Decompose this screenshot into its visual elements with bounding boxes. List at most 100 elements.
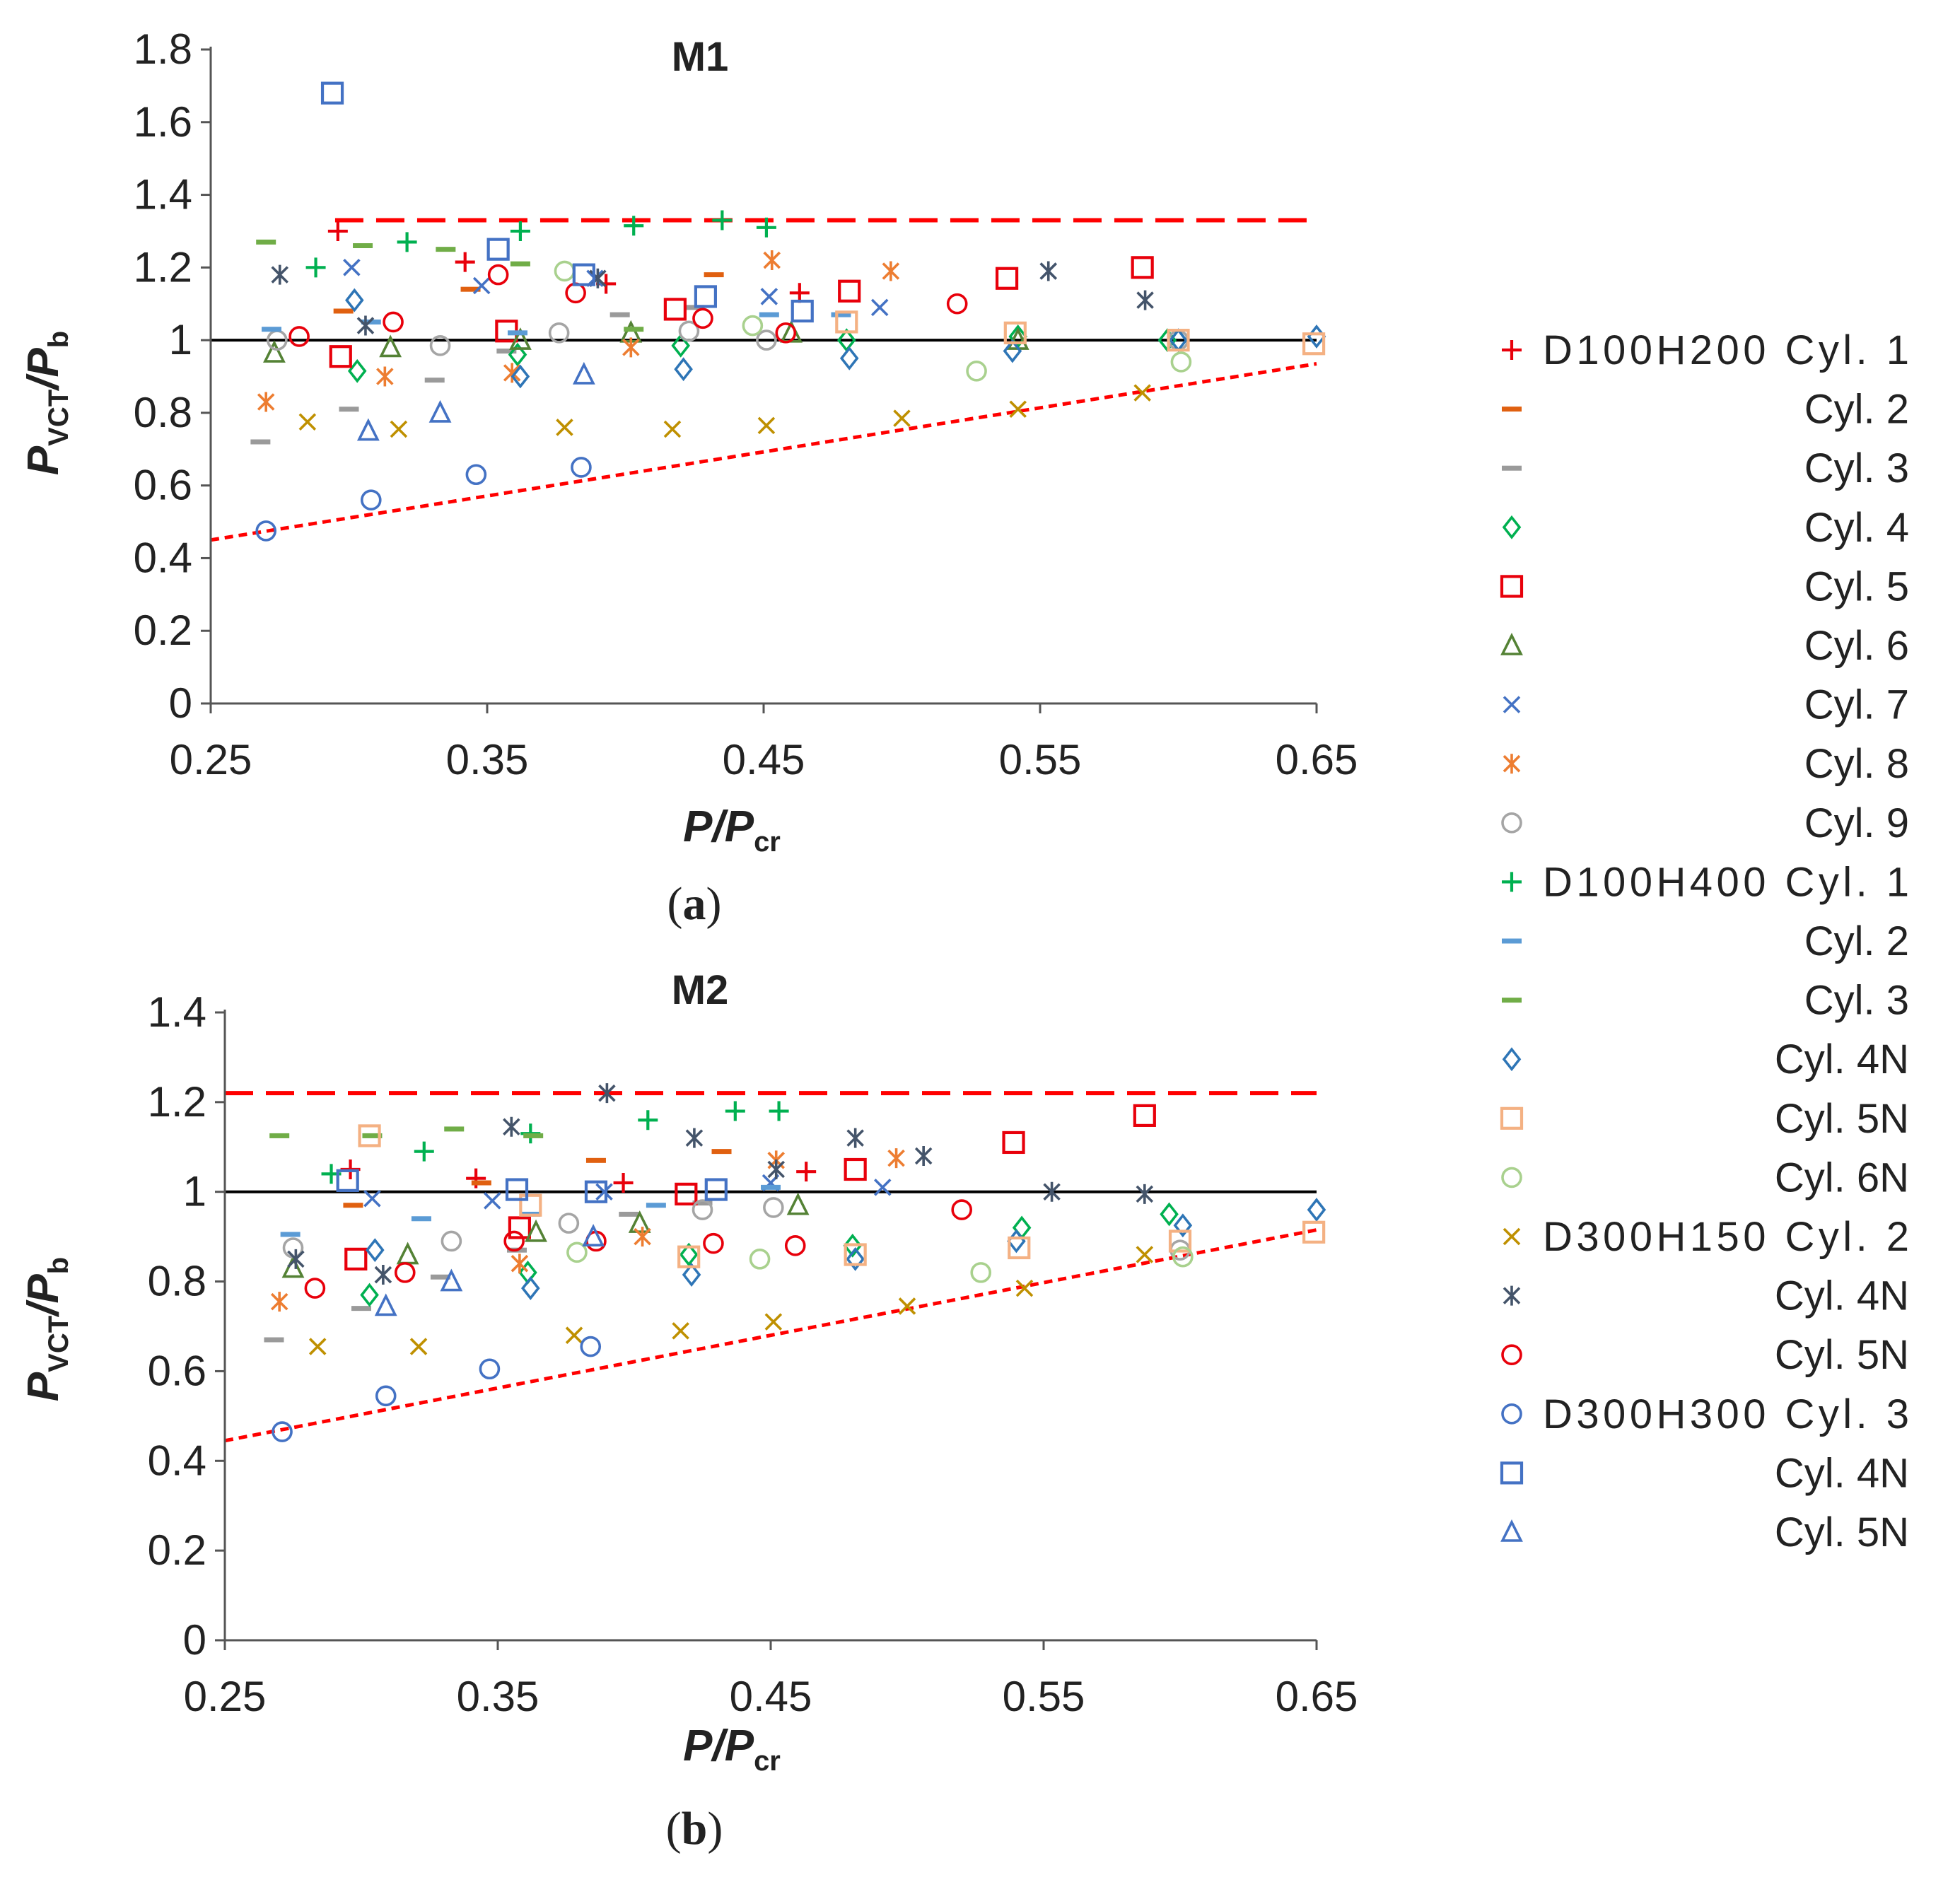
chart-m2-y-label-p: P: [19, 1372, 68, 1401]
chart-m2-series-d100h400-cyl5n-point: [1168, 1229, 1192, 1253]
chart-m1-series-d100h200-cyl6-point: [509, 327, 532, 350]
chart-m2-series-d300h150-cyl4n-point: [767, 1159, 785, 1179]
chart-m2-series-d100h200-cyl4-point-shape: [843, 1233, 863, 1258]
chart-m2-series-d300h300-cyl5n: [374, 1224, 605, 1316]
chart-m2-series-d300h300-cyl5n-point: [582, 1224, 605, 1246]
chart-m2-series-d300h300-cyl5n-point: [374, 1293, 397, 1316]
chart-m2-series-d300h300-cyl3-point-shape: [375, 1385, 397, 1407]
chart-m1-series-d300h300-cyl4n-point-shape: [320, 81, 344, 105]
chart-m1-series-d300h150-cyl2-point-shape: [556, 419, 573, 436]
legend-marker: [1503, 1227, 1521, 1246]
chart-m1-series-d100h400-cyl6n-point: [1170, 351, 1192, 373]
chart-m1-series-d100h200-cyl5-point: [838, 279, 861, 303]
chart-m2-series-d100h400-cyl3: [269, 1126, 544, 1138]
legend-marker-shape: [1502, 340, 1522, 360]
chart-m1-y-label-sub2: b: [43, 331, 74, 348]
legend-item-d300h300-cyl4n: Cyl. 4N: [1500, 1450, 1909, 1496]
chart-m2-series-d300h150-cyl4n-point-shape: [914, 1145, 933, 1166]
chart-m2-series-d300h150-cyl5n: [304, 1199, 972, 1299]
chart-m1-y-tick-label: 1.6: [134, 98, 192, 146]
chart-m2-series-d300h150-cyl4n-point: [1136, 1184, 1154, 1204]
chart-m2-series-d100h400-cyl3-point: [362, 1133, 383, 1138]
legend-item-d100h200-cyl8: Cyl. 8: [1503, 741, 1909, 787]
chart-m1-series-d300h300-cyl3-point: [360, 489, 382, 511]
chart-m2-series-d100h400-cyl5n-point-shape: [1008, 1236, 1031, 1260]
chart-m2-series-d100h200-cyl6-point: [525, 1219, 547, 1242]
chart-m1-series-d300h300-cyl5n-point: [572, 361, 595, 385]
chart-m1-series-d300h300-cyl5n: [356, 361, 595, 441]
chart-m1-series-d300h150-cyl2: [298, 384, 1151, 438]
chart-m2-series-d100h400-cyl4n-point-shape: [366, 1238, 385, 1263]
chart-m2-series-d300h150-cyl2-point-shape: [898, 1297, 916, 1315]
chart-m2-series-d100h400-cyl3-point: [444, 1126, 465, 1132]
chart-m2-series-d100h400-cyl6n-point: [970, 1262, 992, 1283]
chart-m1-series-d100h200-cyl9-point: [429, 335, 451, 356]
chart-m2-series-d100h200-cyl9-point-shape: [763, 1197, 784, 1218]
chart-m2-series-d300h150-cyl2-point: [308, 1338, 327, 1355]
chart-m2-series-d100h200-cyl4-point-shape: [679, 1242, 699, 1267]
chart-m1-series-d300h300-cyl4n-point-shape: [486, 238, 510, 261]
chart-m2-series-d100h400-cyl1-point: [638, 1110, 658, 1131]
chart-m2-series-d100h200-cyl9-point-shape: [692, 1199, 713, 1220]
chart-m2-series-d100h400-cyl2-point: [280, 1232, 301, 1237]
legend-marker: [1502, 998, 1522, 1003]
legend-label: Cyl. 7: [1804, 682, 1909, 728]
chart-m1-series-d100h200-cyl8-point-shape: [376, 366, 394, 387]
legend-label: Cyl. 4N: [1775, 1450, 1909, 1496]
legend-item-d100h200-cyl5: Cyl. 5: [1500, 563, 1909, 609]
panel-label-b-letter: b: [682, 1803, 708, 1854]
chart-m1-series-d300h300-cyl3-point: [465, 464, 487, 486]
chart-m2-series-d100h200-cyl5-point: [675, 1182, 698, 1205]
chart-m2-series-d100h400-cyl3-point-shape: [444, 1126, 465, 1132]
chart-m1-series-d100h200-cyl9-point-shape: [756, 329, 777, 351]
chart-m1-x-label-sub: cr: [754, 826, 781, 858]
chart-m1-y-tick-label: 0.6: [134, 462, 192, 509]
chart-m2-series-d100h200-cyl7-point-shape: [873, 1179, 892, 1196]
chart-m2-series-d300h150-cyl5n-point-shape: [503, 1230, 525, 1252]
chart-m1-series-d100h400-cyl5n-point: [1003, 321, 1027, 344]
chart-m1-series-d100h200-cyl5-point-shape: [329, 345, 352, 368]
panel-label-a-open: (: [667, 878, 683, 930]
chart-m1-series-d300h150-cyl5n-point: [946, 293, 968, 315]
chart-m1-series-d300h300-cyl4n-point: [320, 81, 344, 105]
chart-m2-series-d100h200-cyl2-point-shape: [711, 1149, 732, 1155]
chart-m1-series-d300h300-cyl4n-point: [572, 263, 595, 286]
chart-m1-series-d300h150-cyl2-point-shape: [663, 420, 682, 438]
chart-m1-series-d100h200-cyl7-point-shape: [343, 259, 361, 276]
chart-m2-series-d100h200-cyl5-point: [344, 1247, 368, 1270]
chart-m1-series-d300h300-cyl4n-point: [486, 238, 510, 261]
chart-m2-series-d100h400-cyl6n-point: [1172, 1246, 1194, 1268]
chart-m1-series-d100h200-cyl8: [257, 250, 900, 412]
chart-m2-series-d100h200-cyl9-point-shape: [558, 1213, 580, 1234]
chart-m1-series-d100h400-cyl6n-point-shape: [742, 315, 764, 337]
chart-m2-y-label-mid: /P: [19, 1274, 68, 1318]
chart-m2-series-d100h200-cyl3-point: [264, 1337, 284, 1343]
chart-m2-series-d300h150-cyl4n-point-shape: [1136, 1184, 1154, 1204]
legend-marker: [1503, 754, 1521, 774]
legend-label: D100H200 Cyl. 1: [1543, 327, 1909, 373]
chart-m1-lower-bound-line: [210, 362, 1317, 542]
chart-m2-series-d300h300-cyl3-point: [272, 1421, 293, 1442]
chart-m1-series-d100h200-cyl8-point: [257, 392, 275, 412]
chart-m2-series-d100h200-cyl2-point: [711, 1149, 732, 1155]
chart-m2-series-d300h150-cyl2: [308, 1246, 1154, 1355]
legend-label: Cyl. 4: [1804, 505, 1909, 551]
chart-m1-series-d300h300-cyl3: [255, 457, 592, 542]
chart-m1-series-d100h400-cyl2-point-shape: [831, 312, 851, 317]
chart-m1-series-d100h400-cyl5n-point-shape: [1302, 332, 1326, 356]
chart-m1-series-d100h200-cyl2-point-shape: [460, 286, 481, 292]
chart-m2-series-d100h400-cyl4n-point: [521, 1276, 540, 1301]
chart-m1-y-tick-label: 1: [169, 316, 192, 363]
chart-m2-series-d300h150-cyl2-point-shape: [565, 1326, 583, 1344]
chart-m1-series-d300h150-cyl4n-point: [271, 264, 289, 285]
chart-m2-series-d300h300-cyl4n-point: [505, 1178, 529, 1201]
chart-m1-series-d100h200-cyl2-point: [460, 286, 481, 292]
chart-m1-series-d300h150-cyl5n-point: [692, 308, 713, 329]
chart-m2-series-d100h200-cyl6-point-shape: [628, 1210, 651, 1233]
chart-m2-series-d300h150-cyl5n-point: [304, 1278, 326, 1299]
chart-m2-series-d300h300-cyl5n-point: [440, 1268, 463, 1292]
legend-marker: [1502, 938, 1522, 944]
chart-m1-series-d100h200-cyl9-point: [548, 322, 570, 344]
chart-m2-series-d300h150-cyl5n-point: [703, 1232, 724, 1254]
legend-marker-shape: [1503, 754, 1521, 774]
